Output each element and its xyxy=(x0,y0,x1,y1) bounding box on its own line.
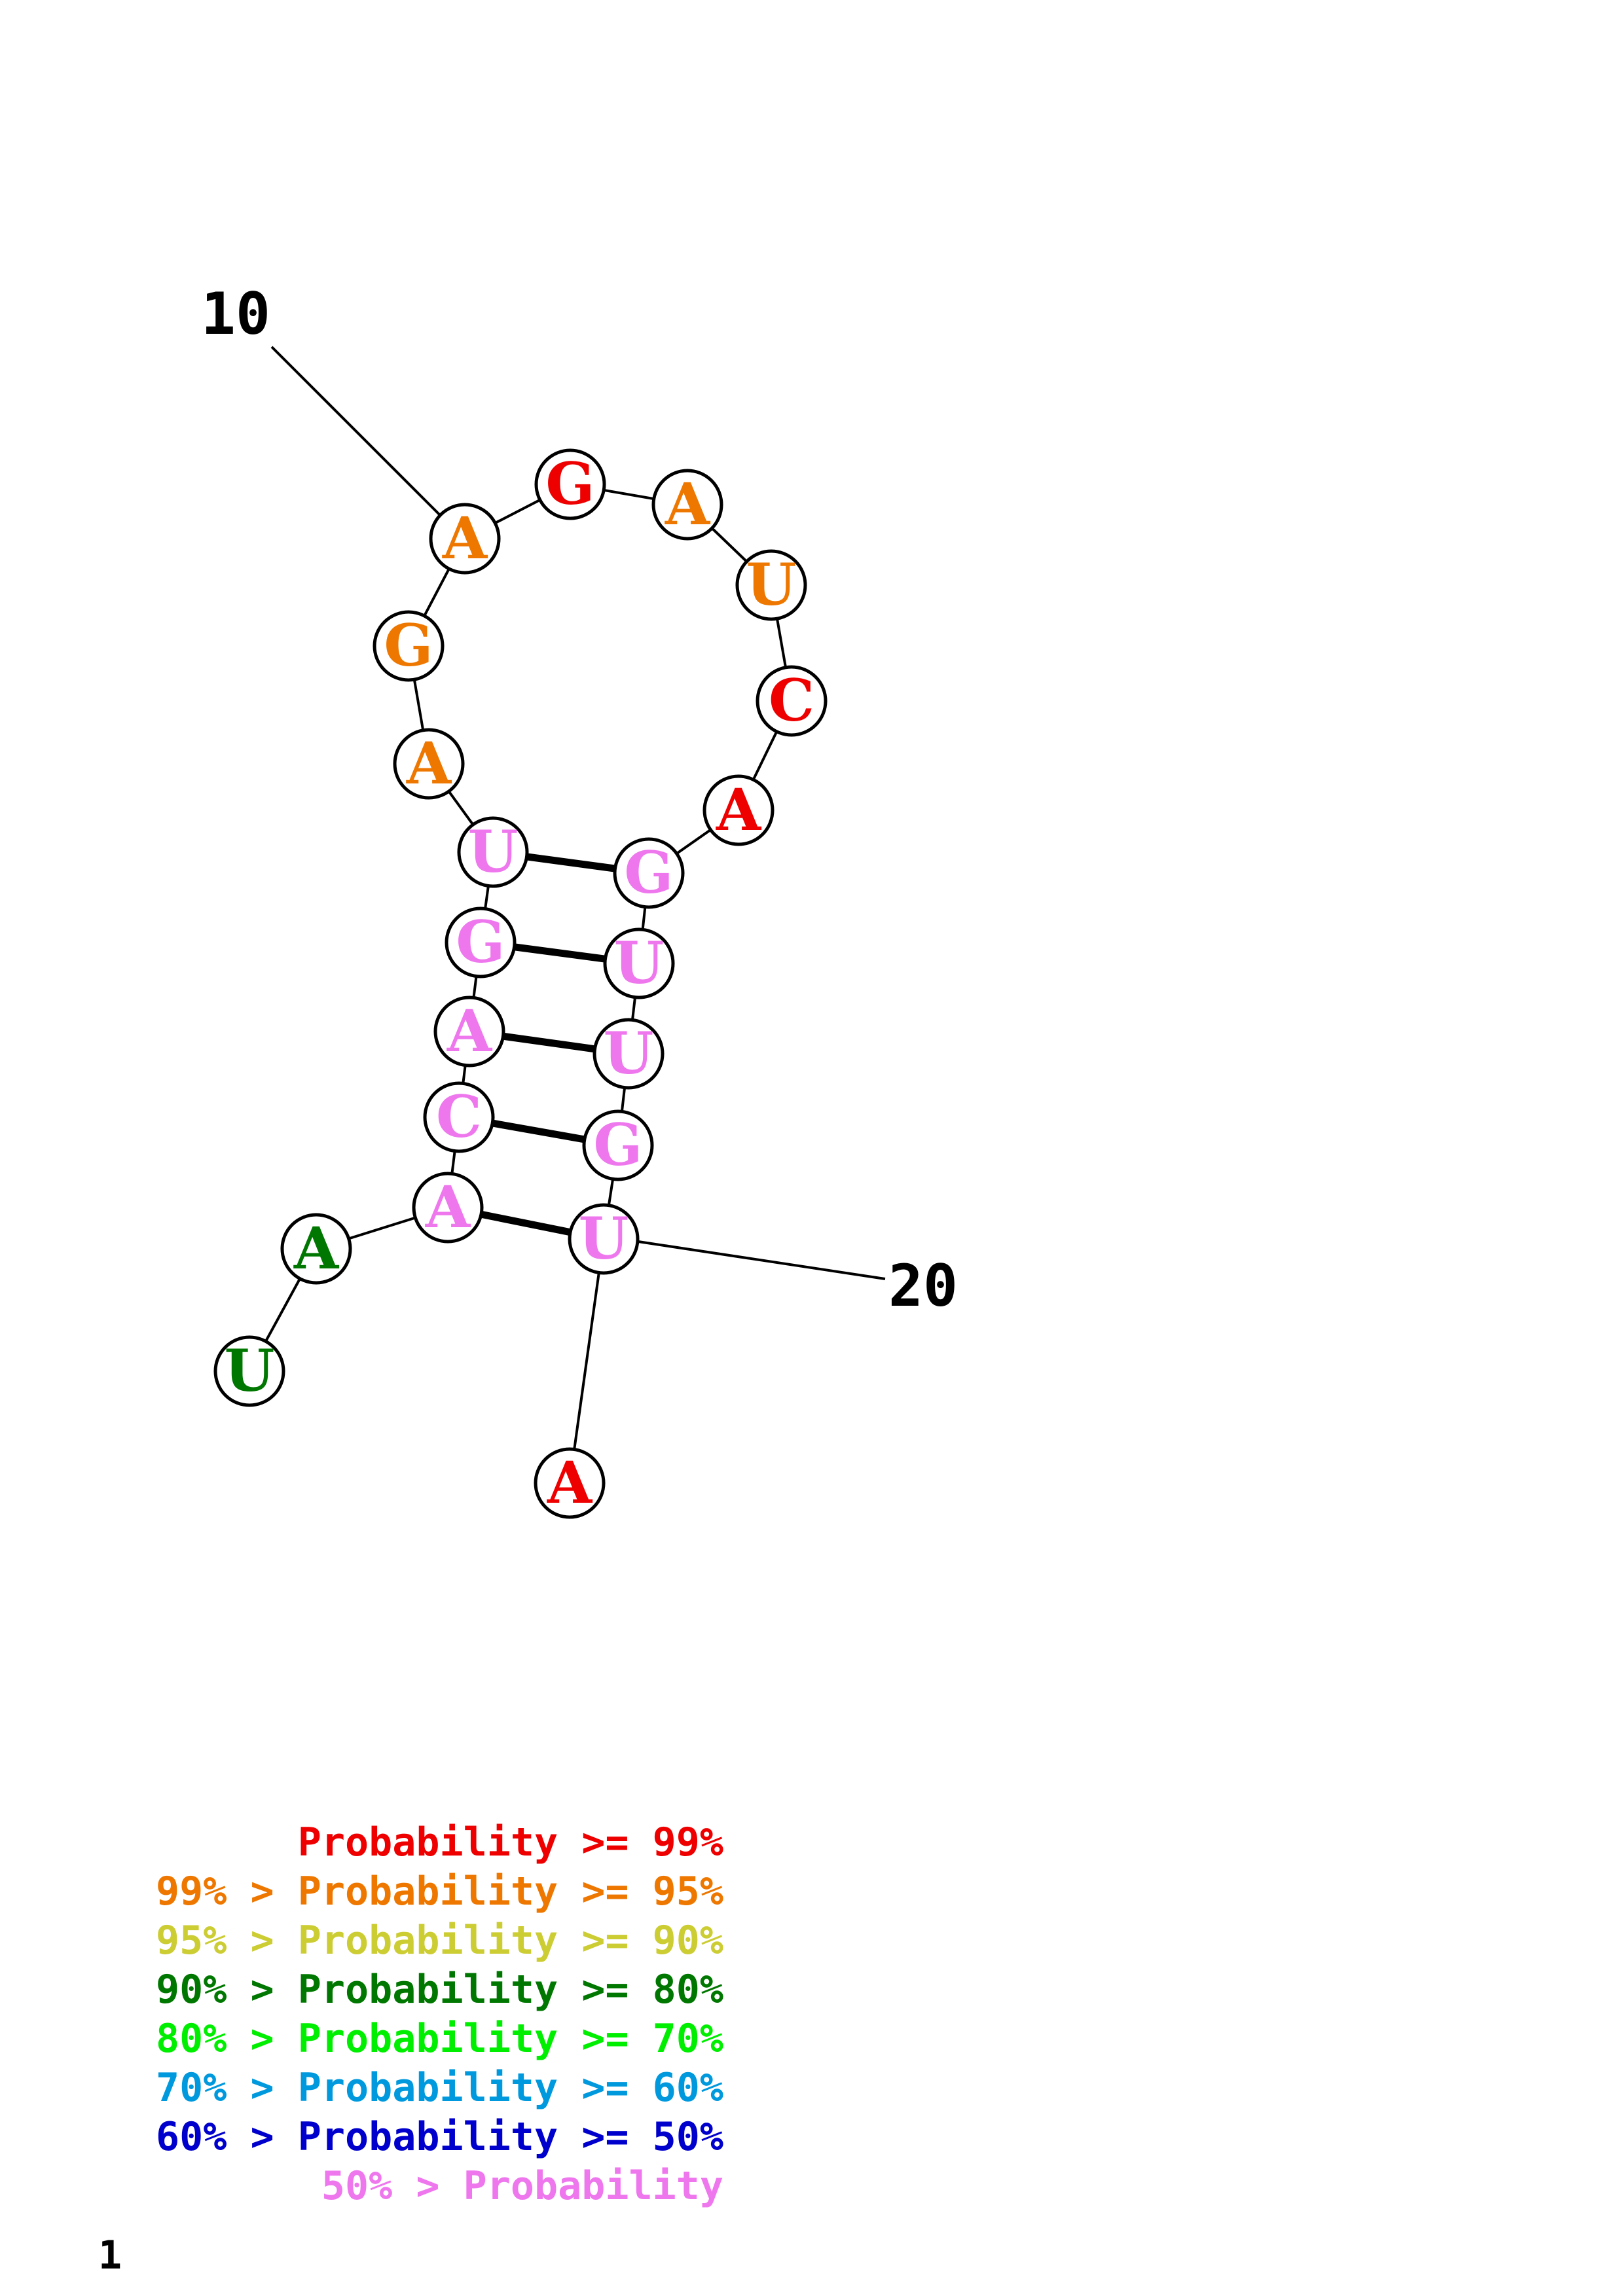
nucleotide-base: U xyxy=(604,1019,654,1087)
probability-legend: Probability >= 99%99% > Probability >= 9… xyxy=(156,1820,723,2209)
nucleotide-5: A xyxy=(433,996,505,1067)
position-number-10: 10 xyxy=(201,280,270,348)
nucleotide-base: A xyxy=(716,776,762,844)
nucleotide-2: A xyxy=(280,1213,352,1285)
number-tick-10 xyxy=(270,346,448,523)
nucleotide-20: U xyxy=(568,1203,640,1275)
nucleotide-7: U xyxy=(457,816,529,888)
legend-row-4: 90% > Probability >= 80% xyxy=(156,1967,723,2013)
nucleotide-circle xyxy=(433,996,505,1067)
backbone-lines xyxy=(248,483,793,1484)
nucleotide-circle xyxy=(568,1203,640,1275)
nucleotide-12: A xyxy=(651,469,723,541)
nucleotide-19: G xyxy=(582,1109,654,1181)
nucleotide-base: C xyxy=(769,666,814,734)
nucleotide-circle xyxy=(429,503,501,575)
nucleotide-base: G xyxy=(624,838,673,906)
nucleotide-base: U xyxy=(614,929,665,997)
nucleotide-18: U xyxy=(593,1018,665,1090)
legend-row-1: Probability >= 99% xyxy=(298,1820,723,1865)
legend-row-5: 80% > Probability >= 70% xyxy=(156,2016,723,2062)
position-number-20: 20 xyxy=(888,1252,958,1319)
nucleotide-base: C xyxy=(436,1083,482,1151)
nucleotide-base: G xyxy=(384,611,433,679)
legend-row-2: 99% > Probability >= 95% xyxy=(156,1869,723,1914)
nucleotide-21: A xyxy=(534,1447,606,1519)
legend-row-6: 70% > Probability >= 60% xyxy=(156,2065,723,2111)
nucleotide-circle xyxy=(423,1081,495,1153)
nucleotide-base: G xyxy=(545,450,594,518)
nucleotide-circle xyxy=(603,927,675,999)
nucleotide-6: G xyxy=(445,906,517,978)
nucleotide-base: A xyxy=(293,1214,340,1282)
nucleotide-base: U xyxy=(468,817,519,886)
nucleotide-circle xyxy=(280,1213,352,1285)
nucleotide-base: A xyxy=(425,1173,471,1241)
nucleotide-circle xyxy=(651,469,723,541)
nucleotide-circle xyxy=(613,837,685,909)
nucleotide-17: U xyxy=(603,927,675,999)
nucleotide-base: A xyxy=(406,729,452,797)
nucleotide-1: U xyxy=(213,1335,285,1407)
nucleotide-9: G xyxy=(373,610,445,682)
legend-row-3: 95% > Probability >= 90% xyxy=(156,1918,723,1964)
nucleotide-15: A xyxy=(702,774,775,846)
nucleotide-circle xyxy=(213,1335,285,1407)
nucleotide-base: A xyxy=(547,1448,593,1516)
nucleotide-circle xyxy=(756,665,828,737)
nucleotide-13: U xyxy=(735,549,807,621)
nucleotide-base: U xyxy=(579,1204,629,1272)
nucleotide-circle xyxy=(457,816,529,888)
nucleotide-base: A xyxy=(665,470,711,538)
nucleotide-circle xyxy=(593,1018,665,1090)
nucleotide-circle xyxy=(534,1447,606,1519)
legend-row-8: 50% > Probability xyxy=(321,2163,723,2209)
nucleotide-base: A xyxy=(442,504,488,572)
legend-row-7: 60% > Probability >= 50% xyxy=(156,2114,723,2160)
nucleotide-circle xyxy=(534,448,606,520)
number-tick-20 xyxy=(638,1240,886,1280)
nucleotide-14: C xyxy=(756,665,828,737)
nucleotide-circle xyxy=(373,610,445,682)
backbone-segment-20 xyxy=(568,1238,605,1484)
nucleotide-circle xyxy=(393,728,465,800)
position-numbers: 10 20 xyxy=(201,280,958,1319)
nucleotide-base: U xyxy=(746,550,797,619)
nucleotide-10: A xyxy=(429,503,501,575)
nucleotide-8: A xyxy=(393,728,465,800)
nucleotide-circle xyxy=(702,774,775,846)
nucleotide-circle xyxy=(582,1109,654,1181)
nucleotide-circle xyxy=(412,1172,484,1244)
nucleotide-circle xyxy=(735,549,807,621)
nucleotide-circle xyxy=(445,906,517,978)
nucleotide-base: U xyxy=(225,1336,275,1405)
nucleotide-4: C xyxy=(423,1081,495,1153)
nucleotide-base: G xyxy=(593,1111,642,1179)
page-number: 1 xyxy=(98,2233,122,2278)
nucleotide-base: G xyxy=(456,908,505,976)
nucleotide-16: G xyxy=(613,837,685,909)
nucleotide-base: A xyxy=(447,997,493,1065)
nucleotide-11: G xyxy=(534,448,606,520)
nucleotide-3: A xyxy=(412,1172,484,1244)
